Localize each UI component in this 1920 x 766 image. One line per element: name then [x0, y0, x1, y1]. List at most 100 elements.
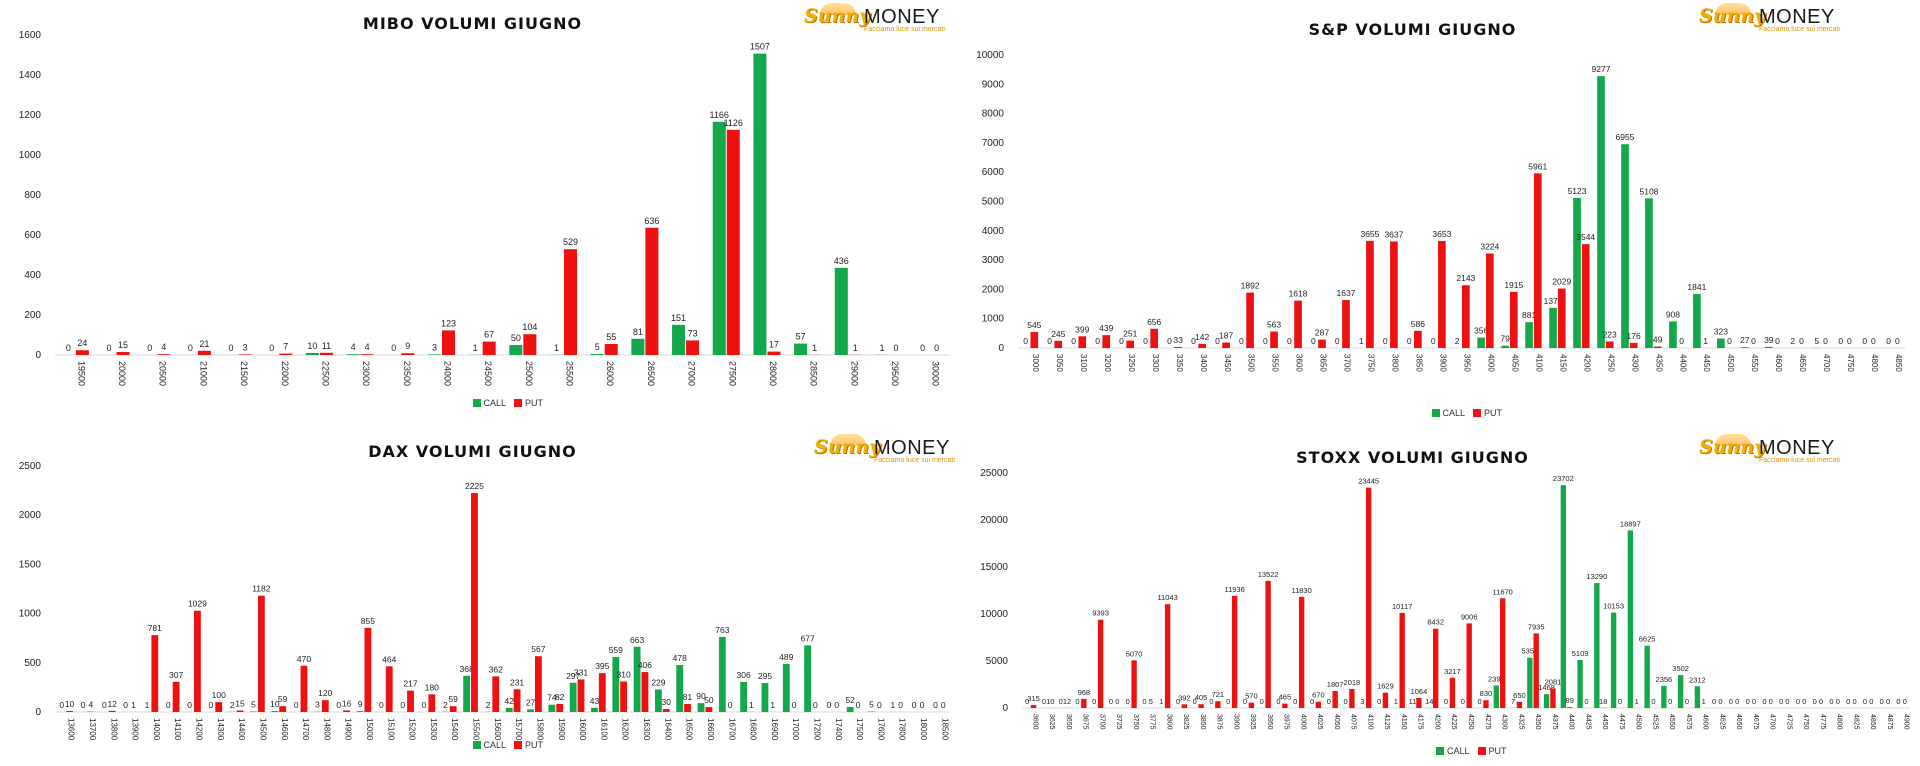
chart-title: S&P VOLUMI GIUGNO [1308, 20, 1517, 39]
data-label: 0 [1327, 697, 1331, 706]
y-tick-label: 1600 [19, 30, 42, 41]
data-label: 0 [1729, 697, 1733, 706]
data-label: 5 [1149, 697, 1153, 706]
data-label: 9 [405, 341, 410, 351]
data-label: 310 [617, 669, 631, 679]
data-label: 0 [1799, 336, 1804, 346]
x-tick-label: 15300 [429, 718, 438, 741]
call-bar [1693, 294, 1701, 348]
data-label: 11043 [1157, 593, 1177, 602]
logo-sunny-text: Sunny [1699, 5, 1766, 27]
put-bar [343, 710, 350, 712]
data-label: 90 [696, 691, 706, 701]
data-label: 9006 [1461, 612, 1478, 621]
x-tick-label: 29500 [890, 361, 900, 386]
data-label: 0 [102, 700, 107, 710]
legend-label: PUT [1488, 746, 1507, 756]
put-bar [1030, 705, 1037, 708]
chart-panel: S&P VOLUMI GIUGNO Sunny MONEY Facciamo luce… [960, 0, 1920, 420]
data-label: 0 [1862, 336, 1867, 346]
x-tick-label: 16000 [578, 718, 587, 741]
put-bar [279, 353, 293, 355]
put-bar [534, 656, 542, 712]
put-bar [319, 352, 333, 355]
data-label: 59 [278, 694, 288, 704]
data-label: 0 [1802, 697, 1806, 706]
data-label: 368 [460, 664, 474, 674]
put-bar [300, 665, 308, 712]
data-label: 0 [1461, 697, 1465, 706]
sun-icon [1715, 434, 1751, 446]
data-label: 0 [1047, 336, 1052, 346]
data-label: 287 [1315, 328, 1329, 338]
x-tick-label: 26000 [605, 361, 615, 386]
logo-tagline: Facciamo luce sui mercati [1759, 26, 1840, 33]
put-bar [1567, 707, 1573, 708]
x-tick-label: 3725 [1115, 714, 1122, 730]
x-tick-label: 4150 [1400, 714, 1407, 730]
x-tick-label: 3975 [1283, 714, 1290, 730]
data-label: 586 [1411, 319, 1425, 329]
x-tick-label: 4375 [1551, 714, 1558, 730]
data-label: 0 [1896, 697, 1900, 706]
data-label: 0 [1871, 336, 1876, 346]
call-bar [527, 709, 534, 712]
chart-legend: CALL PUT [472, 740, 552, 750]
x-tick-label: 22500 [320, 361, 330, 386]
x-tick-label: 3050 [1055, 354, 1064, 372]
x-tick-label: 3700 [1098, 714, 1105, 730]
x-tick-label: 3900 [1232, 714, 1239, 730]
call-bar [1669, 321, 1677, 348]
data-label: 0 [1477, 697, 1481, 706]
data-label: 0 [1287, 336, 1292, 346]
put-bar [1131, 660, 1137, 708]
y-tick-label: 1000 [982, 314, 1005, 325]
data-label: 0 [1847, 336, 1852, 346]
data-label: 1 [554, 343, 559, 353]
x-tick-label: 3950 [1266, 714, 1273, 730]
data-label: 5961 [1528, 161, 1547, 171]
x-tick-label: 3450 [1223, 354, 1232, 372]
x-tick-label: 3200 [1103, 354, 1112, 372]
data-label: 1126 [724, 118, 743, 128]
data-label: 245 [1051, 329, 1065, 339]
data-label: 0 [1209, 697, 1213, 706]
data-label: 18897 [1620, 519, 1641, 528]
y-tick-label: 25000 [980, 468, 1008, 479]
x-tick-label: 4075 [1350, 714, 1357, 730]
call-bar [1573, 197, 1581, 348]
data-label: 2395 [1488, 674, 1505, 683]
call-bar [1525, 322, 1533, 348]
x-tick-label: 3650 [1065, 714, 1072, 730]
put-bar [66, 711, 73, 712]
x-tick-label: 3850 [1199, 714, 1206, 730]
data-label: 0 [1276, 697, 1280, 706]
put-bar [705, 707, 713, 712]
put-bar [523, 334, 537, 355]
data-label: 12 [107, 699, 117, 709]
sunny-money-logo: Sunny MONEY Facciamo luce sui mercati [1695, 3, 1845, 35]
data-label: 2143 [1456, 273, 1475, 283]
data-label: 2018 [1344, 678, 1361, 687]
x-tick-label: 4500 [1726, 354, 1735, 372]
put-bar [321, 700, 329, 712]
put-bar [1102, 335, 1111, 348]
data-label: 0 [856, 700, 861, 710]
put-bar [360, 354, 374, 355]
call-bar [1645, 198, 1653, 348]
x-tick-label: 4800 [1870, 354, 1879, 372]
data-label: 0 [1863, 697, 1867, 706]
call-bar [1594, 583, 1600, 708]
call-bar [718, 636, 726, 712]
x-tick-label: 3600 [1295, 354, 1304, 372]
x-tick-label: 4650 [1798, 354, 1807, 372]
x-tick-label: 4300 [1501, 714, 1508, 730]
put-bar [684, 704, 691, 712]
chart-title: STOXX VOLUMI GIUGNO [1296, 448, 1529, 467]
x-tick-label: 4650 [1735, 714, 1742, 730]
legend-item: CALL [1431, 408, 1465, 418]
call-bar [753, 53, 767, 355]
data-label: 0 [147, 343, 152, 353]
put-bar [449, 706, 457, 712]
legend-swatch [472, 741, 481, 749]
